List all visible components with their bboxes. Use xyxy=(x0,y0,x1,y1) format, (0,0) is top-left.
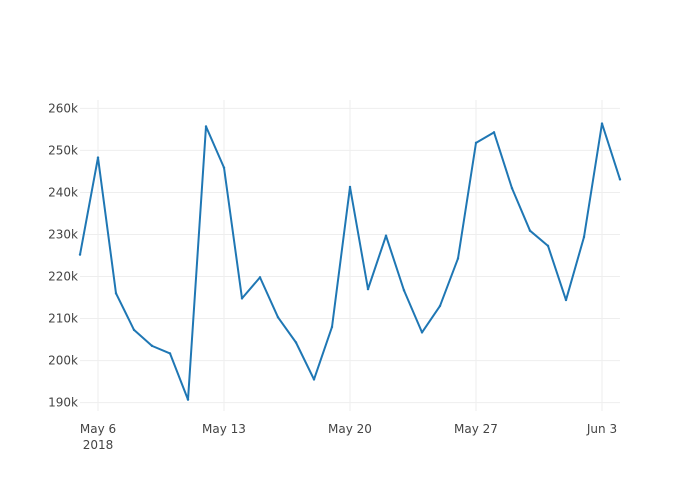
data-point xyxy=(276,316,280,319)
data-point xyxy=(366,287,370,291)
data-point xyxy=(618,178,622,181)
data-point xyxy=(402,289,406,292)
x-tick-label: May 13 xyxy=(202,422,246,436)
data-point xyxy=(528,229,532,232)
data-point xyxy=(420,331,424,334)
x-tick-label: May 6 xyxy=(80,422,116,436)
data-point xyxy=(582,235,586,239)
y-tick-label: 190k xyxy=(48,396,78,410)
data-point xyxy=(132,328,136,332)
x-tick-sublabel: 2018 xyxy=(83,438,114,452)
data-point xyxy=(186,398,190,401)
data-point xyxy=(564,298,568,302)
data-point xyxy=(474,141,478,145)
y-tick-label: 210k xyxy=(48,312,78,326)
x-tick-label: May 20 xyxy=(328,422,372,436)
x-tick-label: May 27 xyxy=(454,422,498,436)
y-tick-label: 200k xyxy=(48,354,78,368)
data-point xyxy=(150,344,154,348)
data-point xyxy=(168,352,172,355)
x-axis: May 6 2018 May 13 May 20 May 27 Jun 3 xyxy=(80,422,617,452)
data-point xyxy=(294,341,298,344)
data-point xyxy=(312,378,316,381)
data-point xyxy=(348,185,352,189)
data-point xyxy=(222,166,226,169)
data-point xyxy=(510,187,514,190)
y-tick-label: 230k xyxy=(48,227,78,241)
data-point xyxy=(258,276,262,279)
data-point xyxy=(546,244,550,248)
x-tick-label: Jun 3 xyxy=(586,422,617,436)
plot-area xyxy=(78,122,622,401)
data-point xyxy=(96,156,100,159)
data-point xyxy=(204,125,208,128)
y-tick-label: 240k xyxy=(48,185,78,199)
y-tick-label: 220k xyxy=(48,270,78,284)
y-tick-label: 250k xyxy=(48,143,78,157)
data-point xyxy=(240,297,244,300)
grid xyxy=(80,100,620,411)
data-point xyxy=(384,234,388,237)
y-tick-label: 260k xyxy=(48,101,78,115)
y-axis: 190k 200k 210k 220k 230k 240k 250k 260k xyxy=(48,101,78,409)
data-point xyxy=(114,292,118,295)
data-point xyxy=(78,253,82,256)
data-point xyxy=(330,325,334,329)
data-point xyxy=(492,131,496,134)
data-point xyxy=(600,122,604,125)
data-point xyxy=(438,304,442,308)
data-point xyxy=(456,257,460,260)
